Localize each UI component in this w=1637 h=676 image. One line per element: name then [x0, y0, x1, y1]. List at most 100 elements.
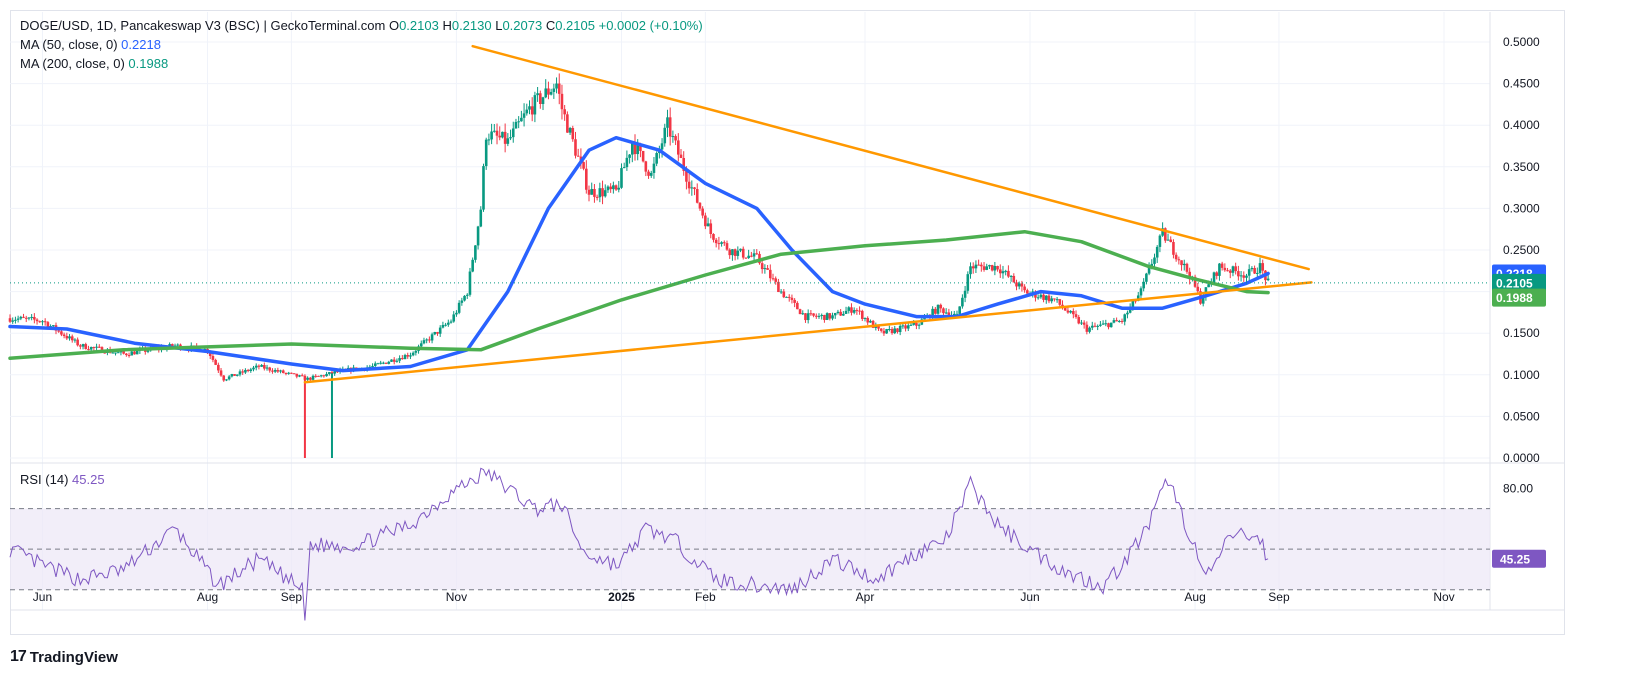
candle-body [860, 310, 864, 319]
candle-body [790, 297, 794, 300]
candle-body [276, 370, 280, 372]
candle-body [955, 313, 959, 315]
candle-body [796, 302, 799, 310]
candle-body [631, 142, 634, 155]
symbol-legend[interactable]: DOGE/USD, 1D, Pancakeswap V3 (BSC) | Gec… [20, 17, 703, 35]
candle-body [1017, 283, 1021, 287]
candle-body [1158, 235, 1162, 247]
candle-body [893, 328, 897, 334]
candle-body [739, 248, 742, 251]
candle-body [447, 322, 450, 325]
candle-body [1256, 272, 1259, 274]
ohlc-c-label: C [542, 18, 556, 33]
candle-body [65, 336, 69, 339]
candle-body [603, 190, 607, 197]
candle-body [1258, 263, 1262, 273]
candle-body [517, 121, 520, 123]
candle-body [966, 274, 970, 291]
rsi-legend[interactable]: RSI (14) 45.25 [20, 471, 105, 489]
candle-body [766, 268, 769, 270]
candle-body [817, 315, 821, 317]
candle-body [888, 329, 891, 331]
candle-body [625, 157, 629, 168]
candle-body [787, 296, 791, 298]
candle-body [498, 135, 502, 138]
candle-body [1172, 242, 1175, 255]
candle-body [457, 302, 461, 313]
candle-body [1142, 281, 1145, 289]
x-tick-label: Nov [446, 590, 467, 604]
candle-body [612, 185, 615, 190]
candle-body [706, 223, 710, 227]
ma200-badge-bg [1492, 288, 1546, 307]
candle-body [852, 310, 856, 313]
candle-body [1047, 295, 1051, 302]
candle-body [1044, 295, 1048, 300]
candle-body [687, 181, 691, 189]
candle-body [731, 249, 734, 256]
candle-body [433, 331, 437, 335]
candle-body [1055, 299, 1059, 301]
candle-body [850, 307, 853, 313]
candle-body [441, 324, 445, 328]
candle-body [982, 266, 986, 270]
candle-body [57, 330, 61, 332]
candle-body [114, 352, 117, 354]
ma50-label: MA (50, close, 0) [20, 37, 118, 52]
candle-body [254, 365, 258, 368]
candle-body [771, 278, 775, 280]
candle-body [617, 187, 621, 190]
ohlc-values: O0.2103 H0.2130 L0.2073 C0.2105 [389, 18, 599, 33]
candle-body [16, 318, 20, 320]
candle-body [585, 168, 588, 190]
candle-body [309, 377, 312, 380]
candle-body [752, 253, 756, 257]
candle-body [836, 311, 840, 314]
candle-body [81, 344, 85, 347]
candle-body [1131, 300, 1135, 308]
candle-body [682, 158, 686, 171]
candle-body [871, 320, 875, 328]
candle-body [639, 145, 642, 151]
candle-body [471, 259, 474, 272]
candle-body [1237, 271, 1240, 277]
candle-body [330, 372, 334, 374]
candle-body [468, 271, 472, 295]
candle-body [1193, 276, 1197, 287]
candle-body [176, 344, 180, 346]
candle-body [1093, 325, 1097, 327]
ma50-legend[interactable]: MA (50, close, 0) 0.2218 [20, 36, 161, 54]
ma200-line [8, 229, 1270, 360]
candle-body [263, 365, 266, 369]
candle-body [95, 346, 98, 348]
candle-body [560, 93, 564, 110]
y-tick-label: 0.4000 [1503, 118, 1540, 132]
candle-body [317, 375, 320, 377]
candle-body [406, 355, 410, 357]
candle-body [260, 365, 263, 367]
candle-body [495, 130, 499, 136]
candle-body [750, 255, 753, 257]
candle-body [38, 321, 42, 323]
ma200-legend[interactable]: MA (200, close, 0) 0.1988 [20, 55, 168, 73]
candle-body [712, 234, 715, 240]
candle-body [647, 171, 650, 176]
candle-body [760, 263, 764, 270]
descending-trendline [471, 44, 1310, 271]
candle-body [998, 269, 1002, 274]
candle-body [1088, 327, 1091, 332]
candle-body [422, 340, 426, 344]
ma50-line [8, 135, 1270, 373]
candle-body [73, 339, 77, 341]
candle-body [1090, 325, 1094, 328]
last-price-badge-bg [1492, 273, 1546, 292]
candle-body [51, 325, 55, 327]
candle-body [755, 253, 759, 255]
candle-body [1036, 297, 1040, 299]
tradingview-logo[interactable]: 17 TradingView [10, 648, 118, 666]
candle-body [271, 370, 274, 372]
ma50-value: 0.2218 [121, 37, 161, 52]
candle-body [628, 154, 631, 158]
candle-body [1069, 311, 1072, 313]
